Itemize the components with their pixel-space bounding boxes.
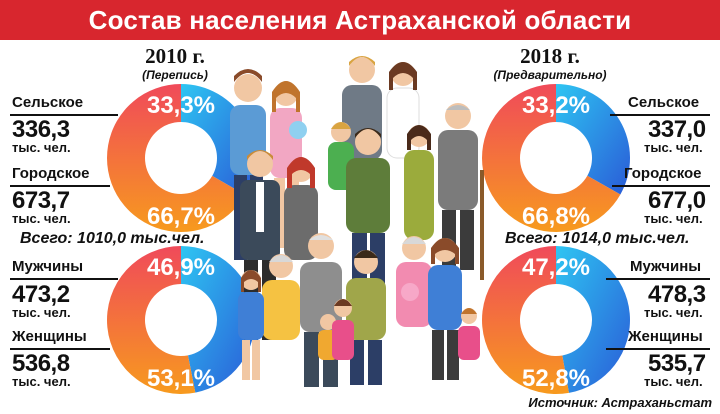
person-girl-small-right <box>458 308 480 360</box>
left-rural-unit: тыс. чел. <box>12 140 71 155</box>
donut-slice-red <box>107 84 246 232</box>
right-men-unit: тыс. чел. <box>644 305 703 320</box>
right-women-value: 535,7 <box>648 350 706 377</box>
donut-slice-blue <box>556 246 630 393</box>
donut-percent-label: 66,8% <box>522 203 590 230</box>
population-illustration <box>230 56 484 387</box>
right-men-value: 478,3 <box>648 281 706 308</box>
donut-left-gender: 46,9% 53,1% <box>106 246 255 394</box>
right-urban-leader <box>612 185 710 187</box>
person-elderly-woman-pink <box>396 236 432 327</box>
donut-percent-label: 46,9% <box>147 254 215 281</box>
left-rural-label: Сельское <box>12 94 84 111</box>
left-women-label: Женщины <box>12 328 87 345</box>
left-urban-leader <box>10 185 110 187</box>
left-women-unit: тыс. чел. <box>12 374 71 389</box>
right-rural-leader <box>610 114 710 116</box>
page-title: Состав населения Астраханской области <box>0 0 720 40</box>
right-women-unit: тыс. чел. <box>644 374 703 389</box>
donut-right-settlement: 33,2% 66,8% <box>482 84 630 232</box>
right-urban-unit: тыс. чел. <box>644 211 703 226</box>
left-year: 2010 г. <box>145 44 205 68</box>
right-year: 2018 г. <box>520 44 580 68</box>
right-year-note: (Предварительно) <box>493 68 607 82</box>
right-urban-label: Городское <box>624 165 702 182</box>
donut-percent-label: 53,1% <box>147 365 215 392</box>
donut-slice-red <box>482 84 621 232</box>
left-rural-leader <box>10 114 118 116</box>
left-men-leader <box>10 278 118 280</box>
right-women-leader <box>606 348 710 350</box>
right-rural-unit: тыс. чел. <box>644 140 703 155</box>
left-women-leader <box>10 348 110 350</box>
donut-percent-label: 33,3% <box>147 92 215 119</box>
donut-slice-blue <box>556 84 630 195</box>
source-note: Источник: Астраханьстат <box>528 395 712 410</box>
left-year-note: (Перепись) <box>142 68 208 82</box>
person-man-olive <box>346 250 386 385</box>
right-total: Всего: 1014,0 тыс.чел. <box>505 230 690 247</box>
right-men-label: Мужчины <box>630 258 702 275</box>
right-rural-value: 337,0 <box>648 116 706 143</box>
right-men-leader <box>606 278 710 280</box>
person-elderly-woman-yellow <box>262 254 300 340</box>
donut-slice-blue <box>181 246 255 393</box>
left-rural-value: 336,3 <box>12 116 70 143</box>
left-total: Всего: 1010,0 тыс.чел. <box>20 230 205 247</box>
left-women-value: 536,8 <box>12 350 70 377</box>
donut-percent-label: 66,7% <box>147 203 215 230</box>
right-urban-value: 677,0 <box>648 187 706 214</box>
person-woman-olive-dress <box>404 125 434 240</box>
right-rural-label: Сельское <box>628 94 700 111</box>
right-women-label: Женщины <box>628 328 703 345</box>
donut-slice-red <box>106 246 196 394</box>
person-girl-pink <box>332 299 354 360</box>
donut-right-gender: 47,2% 52,8% <box>482 246 630 394</box>
left-men-value: 473,2 <box>12 281 70 308</box>
person-woman-blue-top <box>428 238 462 380</box>
left-men-unit: тыс. чел. <box>12 305 71 320</box>
left-urban-unit: тыс. чел. <box>12 211 71 226</box>
donut-percent-label: 47,2% <box>522 254 590 281</box>
donut-percent-label: 33,2% <box>522 92 590 119</box>
person-girl-blue <box>238 270 264 380</box>
left-urban-label: Городское <box>12 165 90 182</box>
left-men-label: Мужчины <box>12 258 84 275</box>
donut-slice-red <box>482 246 569 394</box>
left-urban-value: 673,7 <box>12 187 70 214</box>
donut-percent-label: 52,8% <box>522 365 590 392</box>
